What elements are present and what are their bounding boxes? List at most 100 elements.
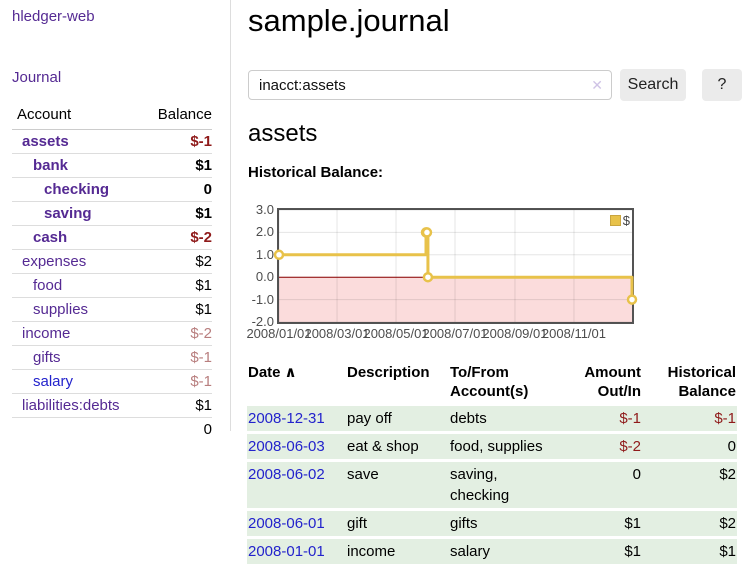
transaction-description: pay off: [346, 406, 449, 431]
balance-column-header: Balance: [140, 101, 212, 130]
column-header-balance: Historical Balance: [667, 364, 736, 400]
transaction-description: income: [346, 539, 449, 564]
transaction-description: save: [346, 462, 449, 508]
account-row: liabilities:debts $1: [12, 393, 212, 418]
search-form: ✕ Search ?: [248, 69, 742, 101]
y-tick-label: 2.0: [255, 224, 274, 240]
account-link-food[interactable]: food: [33, 277, 63, 294]
y-tick-label: -2.0: [251, 314, 274, 329]
transaction-row[interactable]: 2008-06-03 eat & shop food, supplies $-2…: [247, 434, 737, 459]
transaction-accounts: gifts: [449, 511, 557, 536]
y-tick-label: 3.0: [255, 202, 274, 217]
transaction-accounts: debts: [449, 406, 557, 431]
account-balance: $-1: [140, 129, 212, 154]
register-header-row: Date ∧ Description To/From Account(s) Amo…: [247, 361, 737, 403]
transaction-date-link[interactable]: 2008-06-02: [248, 466, 325, 483]
column-header-amount: Amount Out/In: [584, 364, 641, 400]
column-header-date[interactable]: Date ∧: [248, 364, 297, 381]
accounts-total-value: 0: [140, 417, 212, 441]
transaction-amount: $1: [557, 539, 642, 564]
chart-canvas: [273, 209, 638, 323]
account-link-saving[interactable]: saving: [44, 205, 92, 222]
brand-link[interactable]: hledger-web: [12, 8, 95, 25]
accounts-table: Account Balance assets $-1 bank $1 check…: [12, 101, 212, 441]
transaction-balance: $1: [642, 539, 737, 564]
column-header-accounts: To/From Account(s): [450, 364, 529, 400]
account-link-liabilities-debts[interactable]: liabilities:debts: [22, 397, 120, 414]
account-row: food $1: [12, 273, 212, 298]
transaction-balance: $2: [642, 511, 737, 536]
transaction-accounts: saving, checking: [449, 462, 557, 508]
transaction-accounts: salary: [449, 539, 557, 564]
main-content: sample.journal ✕ Search ? assets Histori…: [246, 0, 742, 582]
transaction-date-link[interactable]: 2008-12-31: [248, 410, 325, 427]
account-heading: assets: [248, 120, 318, 147]
transaction-date-link[interactable]: 2008-06-03: [248, 438, 325, 455]
transaction-date-link[interactable]: 2008-06-01: [248, 515, 325, 532]
x-tick-label: 2008/05/01: [363, 326, 429, 341]
account-link-income[interactable]: income: [22, 325, 71, 342]
transaction-row[interactable]: 2008-06-01 gift gifts $1 $2: [247, 511, 737, 536]
account-link-supplies[interactable]: supplies: [33, 301, 89, 318]
account-balance: 0: [140, 177, 212, 202]
y-tick-label: -1.0: [251, 291, 274, 307]
transaction-description: eat & shop: [346, 434, 449, 459]
transaction-description: gift: [346, 511, 449, 536]
account-row: gifts $-1: [12, 345, 212, 370]
account-balance: $-2: [140, 225, 212, 250]
sidebar-item-journal[interactable]: Journal: [12, 69, 62, 86]
x-tick-label: 2008/11/01: [541, 326, 607, 341]
account-column-header: Account: [12, 101, 141, 130]
account-link-assets[interactable]: assets: [22, 133, 69, 150]
account-balance: $1: [140, 153, 212, 178]
account-row: cash $-2: [12, 225, 212, 250]
account-link-expenses[interactable]: expenses: [22, 253, 87, 270]
transaction-row[interactable]: 2008-06-02 save saving, checking 0 $2: [247, 462, 737, 508]
sort-ascending-icon: ∧: [284, 364, 297, 381]
x-tick-label: 2008/07/01: [422, 326, 488, 341]
transaction-amount: $1: [557, 511, 642, 536]
account-row: checking 0: [12, 177, 212, 202]
transaction-balance: 0: [642, 434, 737, 459]
transaction-date-link[interactable]: 2008-01-01: [248, 543, 325, 560]
y-tick-label: 1.0: [255, 246, 274, 262]
account-row: assets $-1: [12, 129, 212, 154]
transaction-balance: $-1: [642, 406, 737, 431]
chart-plot: $: [273, 208, 638, 324]
search-button[interactable]: Search: [620, 69, 686, 101]
chart-legend: $: [609, 213, 630, 228]
account-balance: $1: [140, 297, 212, 322]
transaction-row[interactable]: 2008-01-01 income salary $1 $1: [247, 539, 737, 564]
accounts-header-row: Account Balance: [12, 101, 212, 130]
account-balance: $1: [140, 201, 212, 226]
account-row: supplies $1: [12, 297, 212, 322]
register-table: Date ∧ Description To/From Account(s) Amo…: [247, 358, 737, 567]
sidebar: hledger-web Journal Account Balance asse…: [0, 0, 231, 441]
account-balance: $2: [140, 249, 212, 274]
account-row: expenses $2: [12, 249, 212, 274]
chart-title: Historical Balance:: [248, 164, 384, 181]
help-button[interactable]: ?: [702, 69, 742, 101]
historical-balance-chart: $ 3.0 2.0 1.0 0.0 -1.0 -2.0 2008/01/01 2008/03…: [246, 198, 742, 346]
transaction-accounts: food, supplies: [449, 434, 557, 459]
account-row: income $-2: [12, 321, 212, 346]
legend-swatch-icon: [609, 215, 621, 226]
account-row: salary $-1: [12, 369, 212, 394]
y-tick-label: 0.0: [255, 269, 274, 285]
search-input[interactable]: [248, 70, 612, 100]
account-link-checking[interactable]: checking: [44, 181, 110, 198]
transaction-balance: $2: [642, 462, 737, 508]
transaction-row[interactable]: 2008-12-31 pay off debts $-1 $-1: [247, 406, 737, 431]
account-link-gifts[interactable]: gifts: [33, 349, 61, 366]
column-header-description: Description: [347, 364, 430, 381]
x-tick-label: 2008/01/01: [246, 326, 312, 341]
account-balance: $1: [140, 273, 212, 298]
account-link-cash[interactable]: cash: [33, 229, 68, 246]
clear-search-icon[interactable]: ✕: [591, 77, 603, 93]
accounts-total-row: 0: [12, 417, 212, 441]
account-link-bank[interactable]: bank: [33, 157, 69, 174]
x-tick-label: 2008/03/01: [304, 326, 370, 341]
account-link-salary[interactable]: salary: [33, 373, 74, 390]
page-title: sample.journal: [248, 3, 450, 38]
